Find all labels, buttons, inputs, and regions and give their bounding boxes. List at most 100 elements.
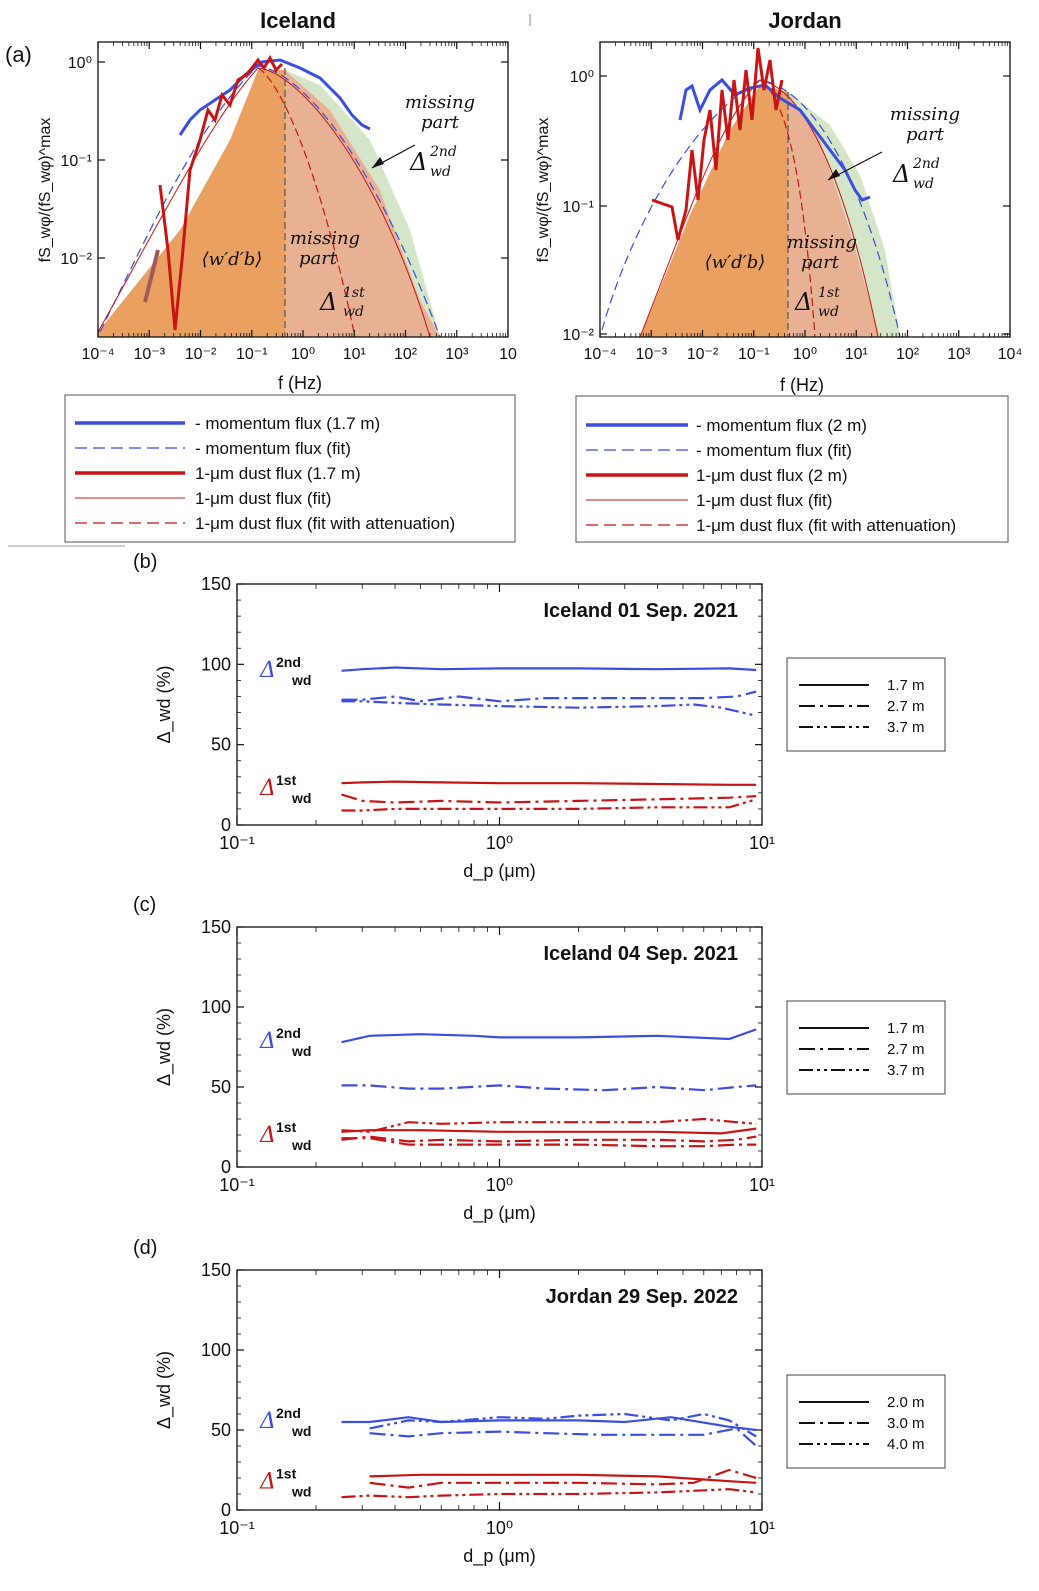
group-delta-1st: Δ [259, 776, 276, 801]
y-tick-label: 50 [211, 1077, 231, 1097]
series-line-2nd-3.7m [341, 700, 757, 717]
group-sub-1st: wd [291, 1483, 311, 1499]
x-tick-label: 10¹ [749, 1175, 775, 1195]
y-tick-label: 100 [201, 997, 231, 1017]
y-tick-label: 10⁻¹ [562, 199, 594, 216]
dust-measured-jordan [651, 47, 784, 241]
spectrum-plot-area-iceland [98, 54, 441, 337]
spectrum-title-iceland: Iceland [260, 8, 336, 33]
y-axis-label: Δ_wd (%) [154, 1008, 175, 1086]
delta-2nd-sub-iceland: wd [430, 164, 451, 180]
y-axis-label: Δ_wd (%) [154, 665, 175, 743]
y-axis-label: Δ_wd (%) [154, 1351, 175, 1429]
legend-label: - momentum flux (2 m) [696, 416, 867, 435]
series-line-2nd-4.0m [369, 1412, 757, 1438]
x-ticks-iceland: 10⁻⁴ 10⁻³ 10⁻² 10⁻¹ 10⁰ 10¹ 10² 10³ 10 [81, 42, 517, 363]
x-tick-label: 10² [896, 346, 920, 363]
line-chart-b: 0 50 100 150 10⁻¹ 10⁰ 10¹ d_p (μm) Δ_wd (%) Icela… [154, 574, 946, 882]
y-tick-label: 150 [201, 917, 231, 937]
flux-label-jordan: ⟨w′d′b⟩ [705, 252, 766, 273]
y-tick-label: 50 [211, 1420, 231, 1440]
legend-label: 1.7 m [887, 677, 925, 694]
legend-iceland: - momentum flux (1.7 m) - momentum flux … [64, 394, 516, 543]
missing-part-1st-fill-jordan [788, 92, 880, 337]
series-line-2nd-2.7m [341, 690, 757, 703]
group-sub-1st: wd [291, 790, 311, 806]
spectrum-iceland: Iceland 10⁻⁴ 10⁻³ 10⁻² 10⁻¹ 10⁰ 10¹ 10² 10³ 10 1… [37, 8, 517, 393]
group-sup-1st: 1st [276, 772, 297, 788]
x-tick-label: 10¹ [343, 346, 366, 363]
series-line-1st-3.7m [341, 798, 757, 812]
missing-upper-line2-iceland: part [421, 112, 460, 133]
delta-2nd-sup-jordan: 2nd [912, 156, 940, 172]
y-tick-label: 100 [201, 654, 231, 674]
x-tick-label: 10⁴ [998, 346, 1023, 363]
legend-frame-iceland [64, 394, 516, 543]
dust-fit-attenuated-iceland [257, 67, 356, 337]
y-tick-label: 10⁰ [68, 55, 92, 72]
legend-label: 1.7 m [887, 1020, 925, 1037]
delta-1st-jordan: Δ [794, 288, 812, 316]
group-sup-2nd: 2nd [276, 1025, 301, 1041]
panel-label-a: (a) [5, 42, 32, 67]
legend-label: 1-μm dust flux (fit with attenuation) [195, 514, 455, 533]
x-tick-label: 10⁰ [486, 833, 513, 853]
x-tick-label: 10¹ [749, 1518, 775, 1538]
delta-1st-iceland: Δ [319, 288, 337, 316]
x-tick-label: 10¹ [749, 833, 775, 853]
x-tick-label: 10⁻² [185, 346, 217, 363]
line-chart-d: 0 50 100 150 10⁻¹ 10⁰ 10¹ d_p (μm) Δ_wd (%) Jorda… [154, 1260, 946, 1567]
legend-label: 3.0 m [887, 1415, 925, 1432]
missing-upper-line2-jordan: part [906, 124, 945, 145]
group-delta-2nd: Δ [259, 658, 276, 683]
x-ticks-jordan: 10⁻⁴ 10⁻³ 10⁻² 10⁻¹ 10⁰ 10¹ 10² 10³ 10⁴ [583, 42, 1022, 363]
missing-upper-line1-iceland: missing [405, 92, 475, 113]
group-delta-2nd: Δ [259, 1029, 276, 1054]
missing-upper-line1-jordan: missing [890, 104, 960, 125]
legend-label: 3.7 m [887, 719, 925, 736]
panel-label-d: (d) [133, 1237, 157, 1259]
x-axis-label: d_p (μm) [463, 1546, 535, 1567]
series-line-1st-3.0m [369, 1468, 757, 1489]
legend-label: 3.7 m [887, 1062, 925, 1079]
legend-label: 4.0 m [887, 1436, 925, 1453]
series-line-2nd-2.0m [341, 1416, 757, 1432]
x-tick-label: 10⁻³ [635, 346, 667, 363]
x-tick-label: 10⁻¹ [219, 833, 255, 853]
x-tick-label: 10⁻¹ [236, 346, 268, 363]
legend-jordan: - momentum flux (2 m) - momentum flux (f… [575, 395, 1009, 543]
delta-1st-sub-iceland: wd [343, 304, 364, 320]
series-line-1st-1.7m [341, 780, 757, 786]
chart-title: Jordan 29 Sep. 2022 [546, 1286, 738, 1308]
x-tick-label: 10⁰ [793, 346, 817, 363]
group-sup-1st: 1st [276, 1119, 297, 1135]
spectrum-ylabel-jordan: fS_wφ/(fS_wφ)^max [535, 118, 552, 263]
series-line-1st-2.7m [341, 1135, 757, 1143]
x-tick-label: 10³ [947, 346, 971, 363]
x-tick-label: 10³ [445, 346, 469, 363]
missing-lower-line2-iceland: part [299, 248, 338, 269]
delta-2nd-iceland: Δ [409, 148, 427, 176]
legend-frame [786, 1374, 946, 1469]
legend-label: 1-μm dust flux (2 m) [696, 466, 848, 485]
x-axis-label: d_p (μm) [463, 1203, 535, 1224]
legend-frame-jordan [575, 395, 1009, 543]
group-sub-2nd: wd [291, 1043, 311, 1059]
legend-label: - momentum flux (1.7 m) [195, 414, 380, 433]
x-tick-label: 10² [394, 346, 418, 363]
legend-frame [786, 657, 946, 752]
x-tick-label: 10¹ [845, 346, 868, 363]
group-sub-2nd: wd [291, 1423, 311, 1439]
missing-lower-line2-jordan: part [801, 252, 840, 273]
delta-1st-sup-iceland: 1st [343, 285, 365, 301]
group-delta-2nd: Δ [259, 1409, 276, 1434]
arrowhead-2nd-jordan [828, 169, 840, 180]
delta-2nd-sup-iceland: 2nd [429, 144, 457, 160]
series-line-1st-3.7m [341, 1137, 757, 1148]
x-tick-label: 10⁻⁴ [583, 346, 616, 363]
x-axis-label: d_p (μm) [463, 861, 535, 882]
legend-label: 1-μm dust flux (fit) [696, 491, 832, 510]
delta-1st-sup-jordan: 1st [818, 285, 840, 301]
flux-fill-iceland [98, 70, 285, 337]
